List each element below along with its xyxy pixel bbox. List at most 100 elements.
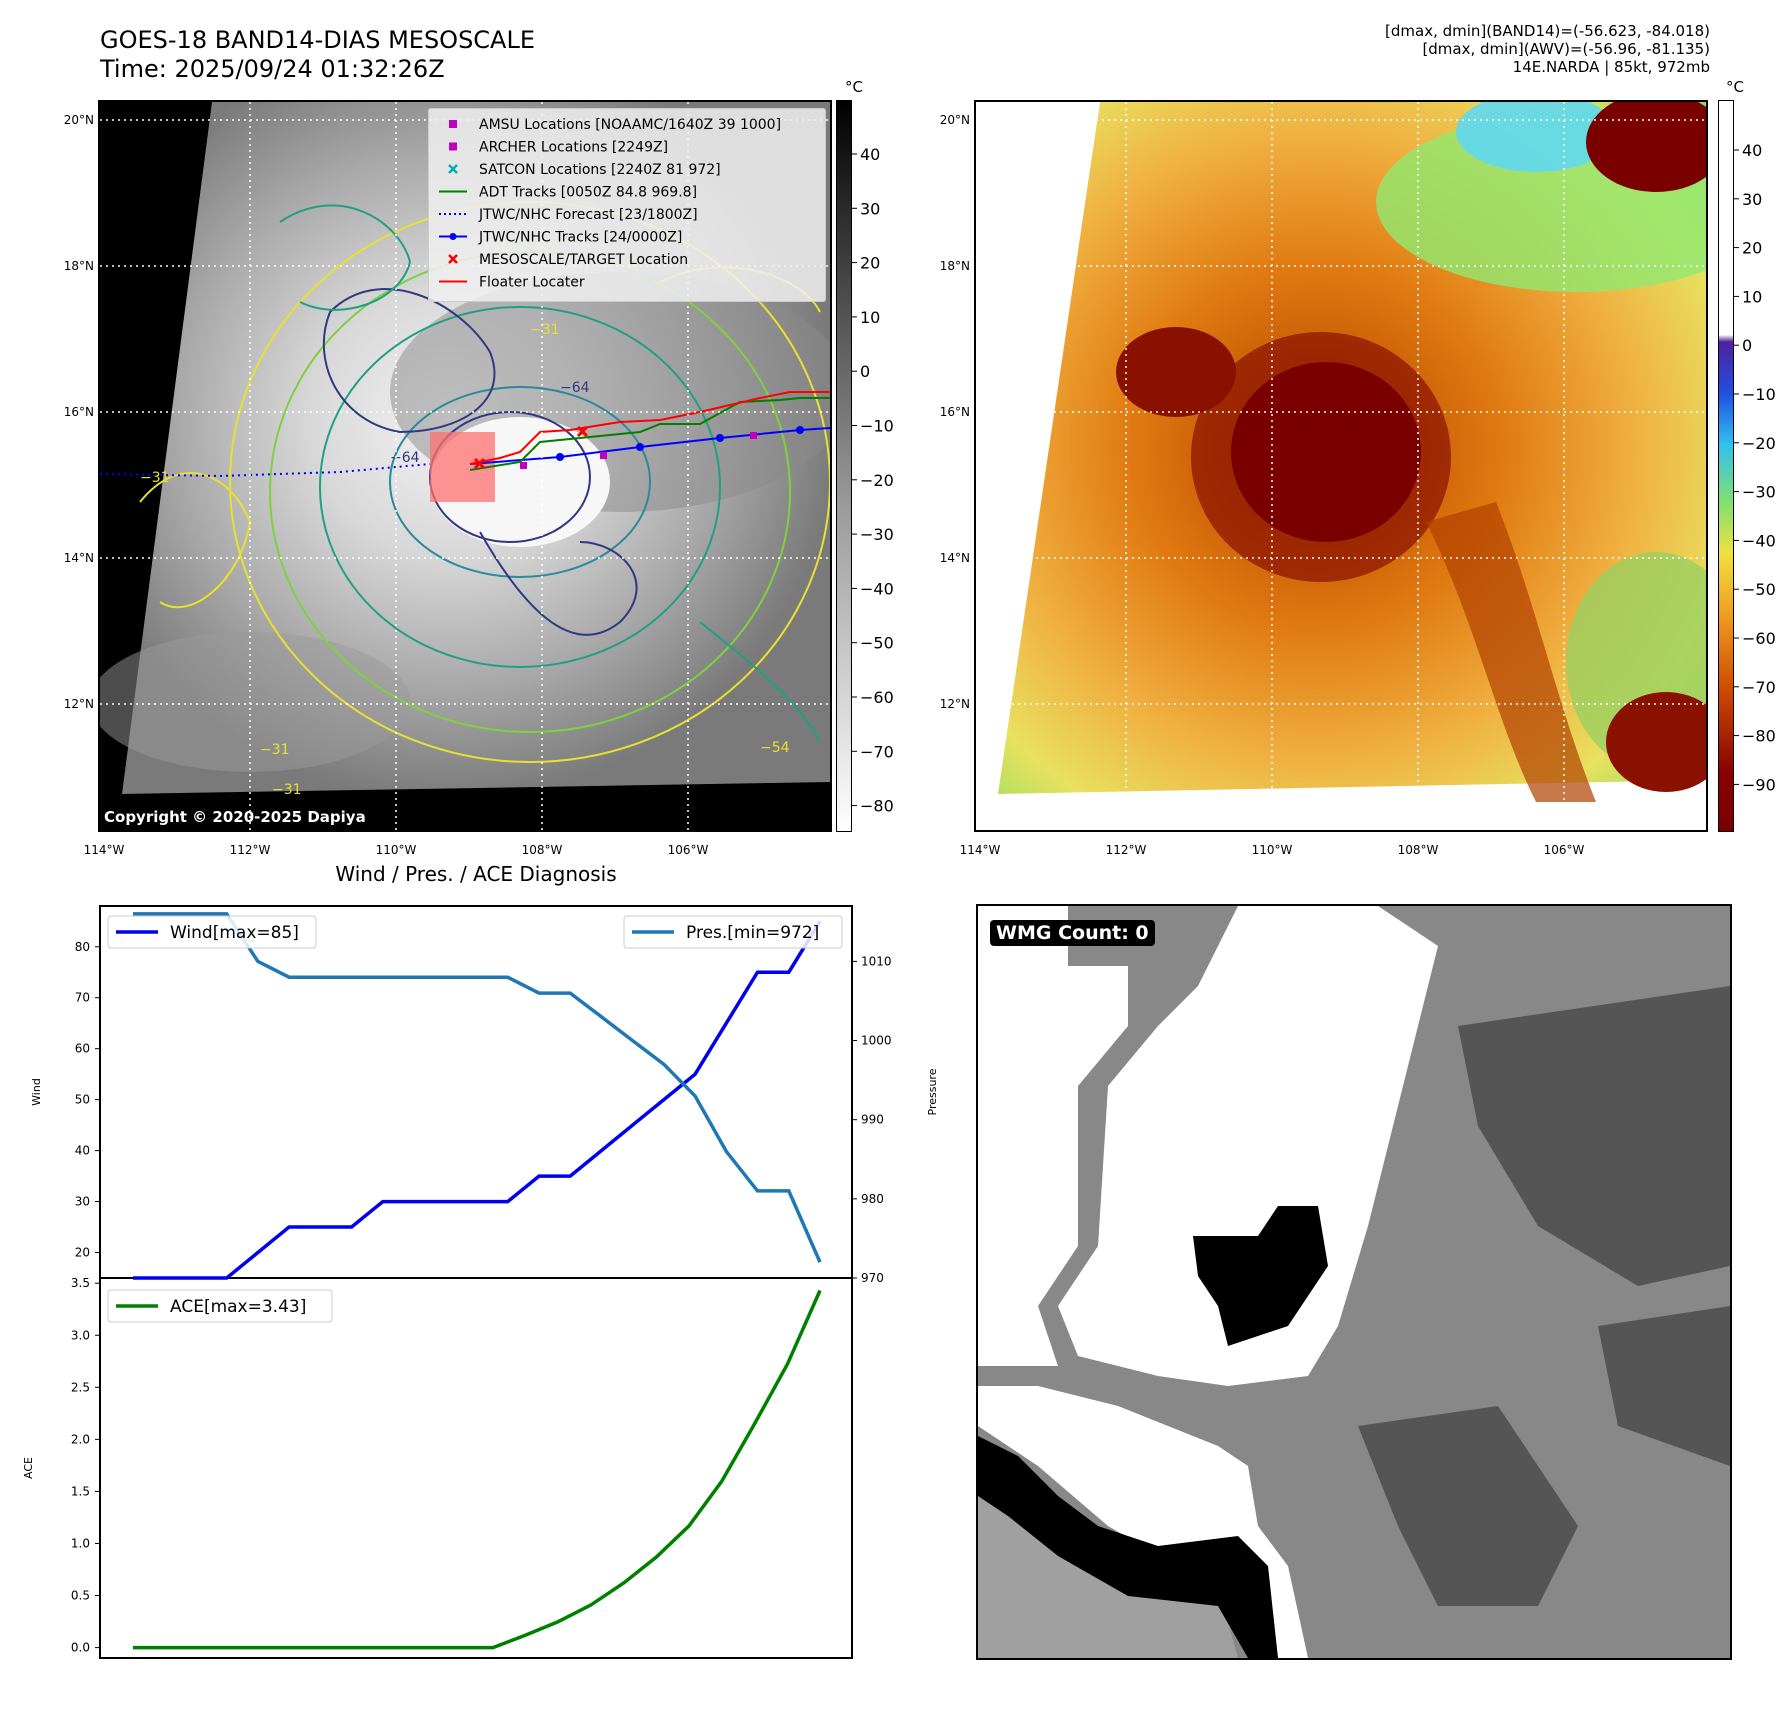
ace-frame bbox=[99, 1277, 853, 1659]
info-line-3: 14E.NARDA | 85kt, 972mb bbox=[1512, 58, 1710, 76]
awv-colorbar-ticks: 40 30 20 10 0 −10 −20 −30 −40 −50 −60 −70 −80 −90 bbox=[1734, 141, 1776, 794]
diagnosis-chart: 20 30 40 50 60 70 80 970 980 990 1000 1010 Wind Press… bbox=[22, 905, 939, 1659]
colorbar-tick-label: 0 bbox=[860, 362, 870, 381]
contour-label: −31 bbox=[260, 742, 290, 758]
colorbar-tick-label: −40 bbox=[1742, 531, 1776, 550]
lat-label: 14°N bbox=[940, 551, 970, 565]
copyright-text: Copyright © 2020-2025 Dapiya bbox=[104, 808, 366, 826]
colorbar-tick-label: −40 bbox=[860, 579, 894, 598]
wind-tick-label: 80 bbox=[75, 940, 90, 954]
lon-label: 110°W bbox=[376, 843, 417, 857]
ace-legend-label: ACE[max=3.43] bbox=[170, 1297, 306, 1317]
ace-tick-label: 0.0 bbox=[71, 1641, 90, 1655]
colorbar-tick-label: 40 bbox=[860, 145, 880, 164]
pressure-legend: Pres.[min=972] bbox=[623, 915, 843, 949]
legend-label: Floater Locater bbox=[479, 275, 585, 291]
awv-map-image bbox=[976, 102, 1706, 830]
ace-tick-label: 3.0 bbox=[71, 1328, 90, 1342]
ace-legend: ACE[max=3.43] bbox=[107, 1289, 333, 1323]
pressure-tick-label: 980 bbox=[861, 1192, 884, 1206]
pressure-axis-label: Pressure bbox=[926, 1068, 939, 1115]
ir-colorbar bbox=[836, 100, 852, 832]
colorbar-tick-label: −50 bbox=[860, 634, 894, 653]
lon-label: 114°W bbox=[960, 843, 1001, 857]
ace-tick-label: 1.0 bbox=[71, 1536, 90, 1550]
colorbar-tick-label: −70 bbox=[1742, 678, 1776, 697]
info-line-1: [dmax, dmin](BAND14)=(-56.623, -84.018) bbox=[1385, 22, 1710, 40]
wind-tick-label: 20 bbox=[75, 1246, 90, 1260]
colorbar-tick-label: 20 bbox=[860, 254, 880, 273]
legend-item: JTWC/NHC Forecast [23/1800Z] bbox=[439, 207, 698, 223]
lat-label: 18°N bbox=[940, 259, 970, 273]
page-title: GOES-18 BAND14-DIAS MESOSCALE Time: 2025… bbox=[100, 26, 535, 84]
colorbar-tick-label: 30 bbox=[860, 199, 880, 218]
pressure-legend-label: Pres.[min=972] bbox=[686, 923, 819, 943]
colorbar-tick-label: −20 bbox=[1742, 434, 1776, 453]
legend-item: AMSU Locations [NOAAMC/1640Z 39 1000] bbox=[449, 117, 781, 133]
legend-marker bbox=[449, 120, 457, 128]
legend-label: AMSU Locations [NOAAMC/1640Z 39 1000] bbox=[479, 117, 781, 133]
legend-item: SATCON Locations [2240Z 81 972] bbox=[448, 162, 721, 178]
ace-tick-label: 0.5 bbox=[71, 1589, 90, 1603]
wind-axis-label: Wind bbox=[30, 1078, 43, 1106]
contour-label: −64 bbox=[560, 380, 590, 396]
colorbar-tick-label: −80 bbox=[1742, 727, 1776, 746]
colorbar-tick-label: −90 bbox=[1742, 775, 1776, 794]
legend-item: ARCHER Locations [2249Z] bbox=[449, 140, 668, 156]
contour-label: −31 bbox=[272, 782, 302, 798]
lat-label: 12°N bbox=[940, 697, 970, 711]
lon-label: 110°W bbox=[1252, 843, 1293, 857]
awv-colorbar bbox=[1718, 100, 1734, 832]
ace-tick-label: 1.5 bbox=[71, 1484, 90, 1498]
colorbar-tick-label: −60 bbox=[1742, 629, 1776, 648]
pressure-tick-label: 970 bbox=[861, 1271, 884, 1285]
legend-label: JTWC/NHC Tracks [24/0000Z] bbox=[478, 230, 682, 246]
colorbar-tick-label: −10 bbox=[1742, 385, 1776, 404]
legend-label: ADT Tracks [0050Z 84.8 969.8] bbox=[479, 185, 697, 201]
ace-axis-label: ACE bbox=[22, 1457, 35, 1479]
wind-pressure-frame bbox=[99, 905, 853, 1279]
lon-label: 108°W bbox=[1398, 843, 1439, 857]
contour-label: −31 bbox=[530, 322, 560, 338]
wind-series-line bbox=[133, 920, 822, 1280]
awv-map-panel bbox=[974, 100, 1708, 832]
ace-tick-label: 2.0 bbox=[71, 1432, 90, 1446]
lon-label: 114°W bbox=[84, 843, 125, 857]
ace-tick-label: 3.5 bbox=[71, 1276, 90, 1290]
lat-label: 16°N bbox=[940, 405, 970, 419]
wind-tick-label: 40 bbox=[75, 1144, 90, 1158]
legend-label: MESOSCALE/TARGET Location bbox=[479, 252, 688, 268]
legend-item: ADT Tracks [0050Z 84.8 969.8] bbox=[439, 185, 697, 201]
ir-map-panel: −31 −31 −54 −31 −31 −64 −64 bbox=[98, 100, 832, 832]
ace-series-line bbox=[133, 1289, 822, 1650]
lat-label: 20°N bbox=[64, 113, 94, 127]
info-line-2: [dmax, dmin](AWV)=(-56.96, -81.135) bbox=[1422, 40, 1710, 58]
legend-item: MESOSCALE/TARGET Location bbox=[448, 252, 688, 268]
wind-tick-label: 50 bbox=[75, 1093, 90, 1107]
wind-tick-label: 70 bbox=[75, 991, 90, 1005]
lon-label: 108°W bbox=[522, 843, 563, 857]
legend-marker bbox=[448, 164, 458, 174]
lon-label: 106°W bbox=[1544, 843, 1585, 857]
contour-label: −54 bbox=[760, 740, 790, 756]
pressure-tick-label: 1010 bbox=[861, 954, 892, 968]
legend-marker bbox=[449, 142, 457, 151]
wind-legend: Wind[max=85] bbox=[107, 915, 317, 949]
lat-label: 20°N bbox=[940, 113, 970, 127]
map-legend: AMSU Locations [NOAAMC/1640Z 39 1000] ARC… bbox=[428, 108, 826, 302]
colorbar-tick-label: −10 bbox=[860, 417, 894, 436]
legend-marker bbox=[448, 254, 458, 264]
pressure-tick-label: 990 bbox=[861, 1113, 884, 1127]
ir-map-axis-labels: 20°N 18°N 16°N 14°N 12°N 114°W 112°W 110°W 108°W… bbox=[64, 113, 709, 857]
lon-label: 106°W bbox=[668, 843, 709, 857]
awv-map-axis-labels: 20°N 18°N 16°N 14°N 12°N 114°W 112°W 110°W 108°W… bbox=[940, 113, 1585, 857]
colorbar-tick-label: 0 bbox=[1742, 336, 1752, 355]
legend-label: ARCHER Locations [2249Z] bbox=[479, 140, 668, 156]
lat-label: 14°N bbox=[64, 551, 94, 565]
colorbar-tick-label: −80 bbox=[860, 797, 894, 816]
title-line-1: GOES-18 BAND14-DIAS MESOSCALE bbox=[100, 26, 536, 54]
awv-colorbar-unit: °C bbox=[1726, 78, 1744, 96]
colorbar-tick-label: 10 bbox=[1742, 287, 1762, 306]
lat-label: 18°N bbox=[64, 259, 94, 273]
wind-legend-label: Wind[max=85] bbox=[170, 923, 299, 943]
